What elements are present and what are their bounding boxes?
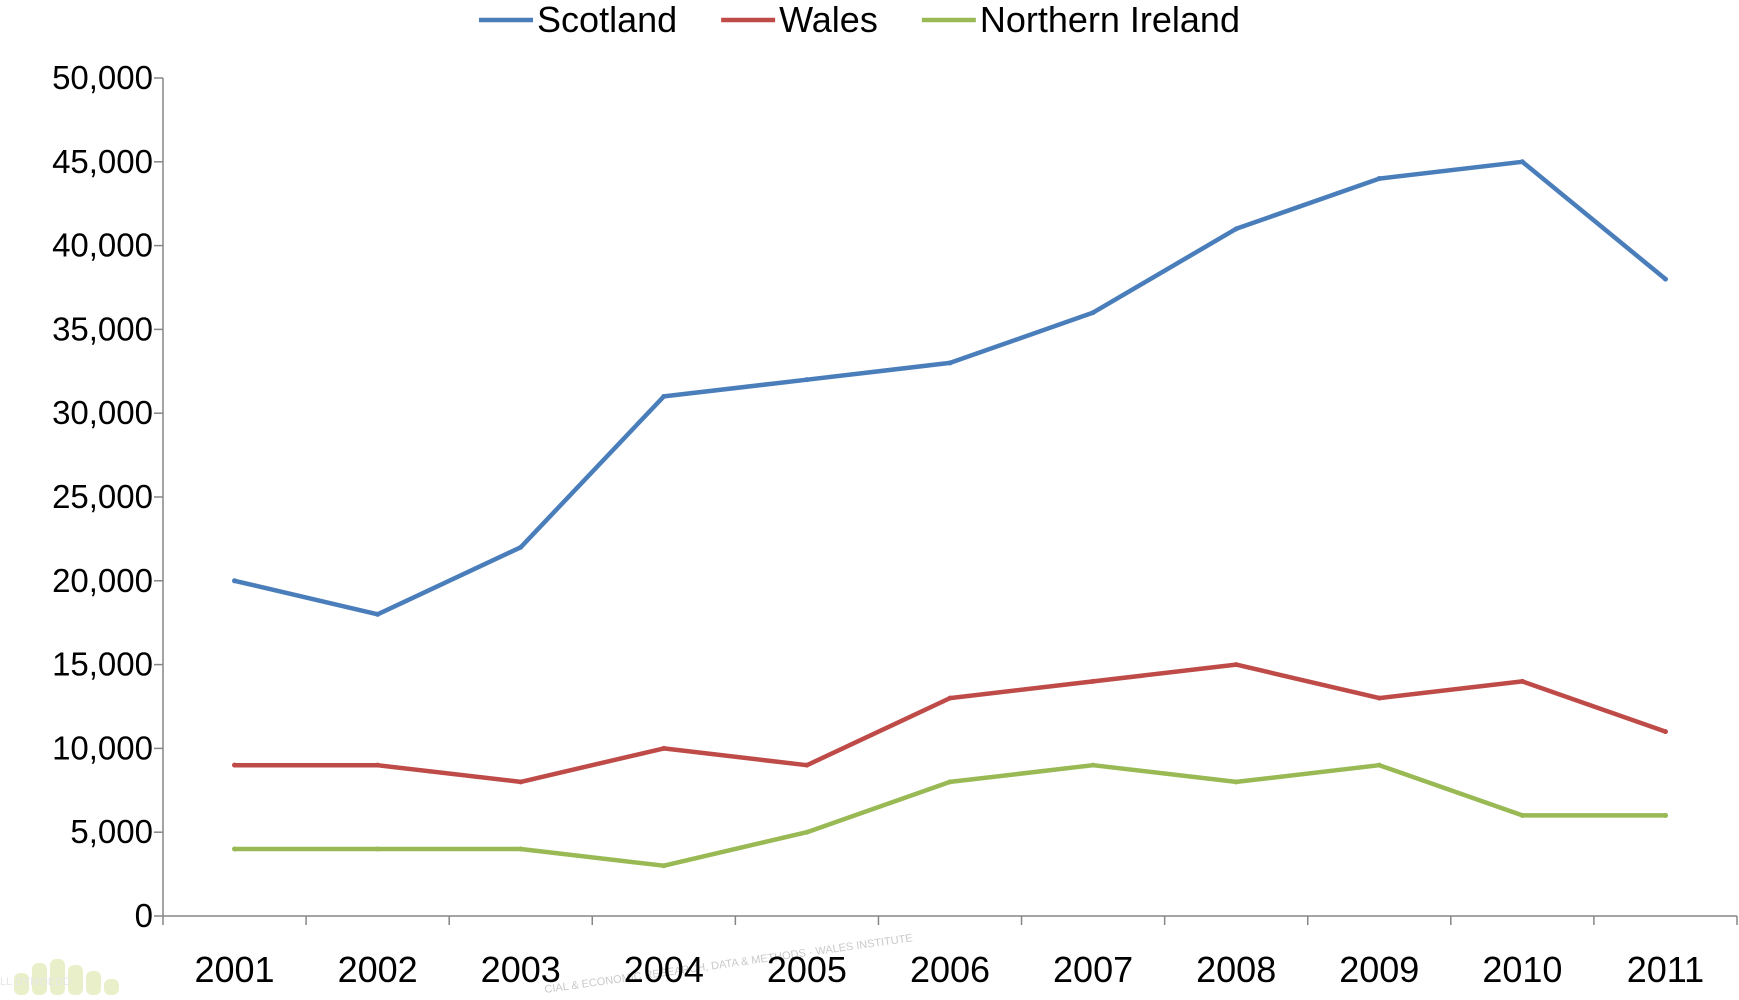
data-point-scotland [661, 393, 667, 399]
series-line-scotland [232, 159, 1668, 617]
y-axis-tick-label: 50,000 [52, 59, 153, 96]
data-point-wales [1233, 662, 1239, 668]
data-point-scotland [1376, 176, 1382, 182]
data-point-northern-ireland [1376, 762, 1382, 768]
data-point-northern-ireland [1519, 812, 1525, 818]
watermark-logo-text: LL DYMOEDD [0, 976, 71, 988]
y-axis-tick-label: 25,000 [52, 478, 153, 515]
y-axis-tick-label: 0 [135, 897, 153, 934]
data-point-wales [1090, 678, 1096, 684]
y-axis-tick-label: 40,000 [52, 227, 153, 264]
x-axis-tick-label: 2006 [910, 949, 990, 990]
data-point-scotland [1519, 159, 1525, 165]
watermark-logo-bar [14, 973, 29, 995]
data-point-scotland [232, 578, 238, 584]
data-point-northern-ireland [661, 863, 667, 869]
legend-label: Scotland [537, 0, 677, 40]
legend-item-northern-ireland: Northern Ireland [921, 0, 1240, 40]
data-point-wales [1662, 729, 1668, 735]
y-axis-tick-label: 20,000 [52, 562, 153, 599]
data-point-scotland [804, 377, 810, 383]
data-point-scotland [947, 360, 953, 366]
watermark-logo-bar [50, 959, 65, 995]
watermark-logo-bar [32, 963, 47, 995]
watermark-logo-bar [68, 965, 83, 995]
data-point-wales [804, 762, 810, 768]
data-point-scotland [1662, 276, 1668, 282]
y-axis-tick-label: 5,000 [70, 813, 153, 850]
y-axis-tick-label: 35,000 [52, 310, 153, 347]
y-axis-tick-label: 15,000 [52, 646, 153, 683]
data-point-scotland [1233, 226, 1239, 232]
chart-axes: 0 5,000 10,000 15,000 20,000 25,000 30,000 35,0… [52, 59, 1738, 990]
data-point-wales [1519, 678, 1525, 684]
data-point-northern-ireland [1090, 762, 1096, 768]
data-point-northern-ireland [375, 846, 381, 852]
x-axis-tick-label: 2002 [338, 949, 418, 990]
data-point-wales [947, 695, 953, 701]
legend-item-wales: Wales [721, 0, 878, 40]
chart-legend: Scotland Wales Northern Ireland [479, 0, 1240, 40]
x-axis-tick-label: 2008 [1196, 949, 1276, 990]
data-point-scotland [375, 611, 381, 617]
x-axis-tick-label: 2009 [1339, 949, 1419, 990]
y-axis-tick-label: 30,000 [52, 394, 153, 431]
series-line-wales [232, 662, 1668, 785]
watermark-logo: LL DYMOEDD [0, 959, 119, 995]
data-point-northern-ireland [232, 846, 238, 852]
x-axis-tick-label: 2007 [1053, 949, 1133, 990]
data-point-northern-ireland [1662, 812, 1668, 818]
x-axis-tick-label: 2003 [481, 949, 561, 990]
watermark-center-text: CIAL & ECONOMIC RESEARCH, DATA & METHODS… [544, 932, 914, 995]
x-axis-tick-label: 2010 [1482, 949, 1562, 990]
x-axis-tick-label: 2004 [624, 949, 704, 990]
data-point-northern-ireland [518, 846, 524, 852]
data-point-wales [375, 762, 381, 768]
data-point-wales [1376, 695, 1382, 701]
watermark-logo-bar [104, 979, 119, 995]
x-axis-tick-label: 2005 [767, 949, 847, 990]
legend-item-scotland: Scotland [479, 0, 677, 40]
data-point-northern-ireland [804, 829, 810, 835]
data-point-northern-ireland [1233, 779, 1239, 785]
y-axis-tick-label: 45,000 [52, 143, 153, 180]
data-point-scotland [1090, 310, 1096, 316]
y-axis-tick-label: 10,000 [52, 729, 153, 766]
watermark-logo-bar [86, 971, 101, 995]
data-point-wales [518, 779, 524, 785]
x-axis-tick-label: 2011 [1627, 949, 1704, 990]
data-point-wales [661, 745, 667, 751]
x-axis-tick-label: 2001 [194, 949, 274, 990]
data-point-wales [232, 762, 238, 768]
legend-label: Northern Ireland [980, 0, 1240, 40]
data-point-scotland [518, 544, 524, 550]
chart-series [232, 159, 1668, 869]
data-point-northern-ireland [947, 779, 953, 785]
legend-label: Wales [779, 0, 878, 40]
